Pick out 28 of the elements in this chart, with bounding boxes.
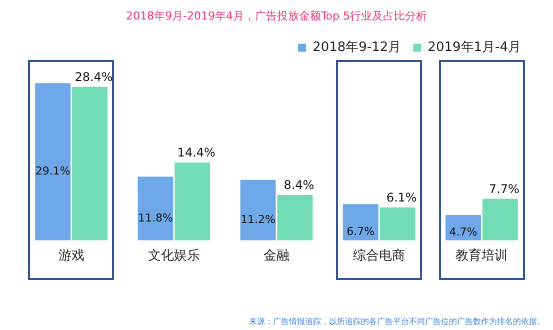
x-tick-label: 金融 [264,248,290,264]
data-label: 8.4% [284,178,314,192]
bar [72,86,108,240]
data-label: 29.1% [35,164,70,178]
bar [342,204,378,240]
data-label: 6.7% [346,225,375,238]
chart-title: 2018年9月-2019年4月，广告投放金额Top 5行业及占比分析 [126,9,428,22]
source-note: 来源：广告情报追踪，以所追踪的各广告平台不同广告位的广告数作为排名的依据。 [249,317,545,326]
bar [482,198,518,240]
data-label: 11.8% [138,211,173,224]
x-tick-label: 游戏 [58,248,84,264]
data-label: 14.4% [177,146,216,160]
data-label: 4.7% [449,225,478,238]
data-label: 28.4% [74,70,113,84]
x-tick-label: 综合电商 [353,248,406,264]
data-label: 6.1% [386,190,417,205]
x-tick-label: 文化娱乐 [148,248,200,264]
legend-label: 2018年9-12月 [312,40,402,56]
bar [138,176,174,240]
data-label: 11.2% [240,212,276,226]
bar [380,207,416,240]
bar [174,162,210,240]
bar [240,180,276,240]
data-label: 7.7% [488,182,520,196]
bar [277,194,313,240]
x-tick-label: 教育培训 [456,248,508,264]
legend-label: 2019年1月-4月 [428,40,522,56]
bar [35,83,71,240]
